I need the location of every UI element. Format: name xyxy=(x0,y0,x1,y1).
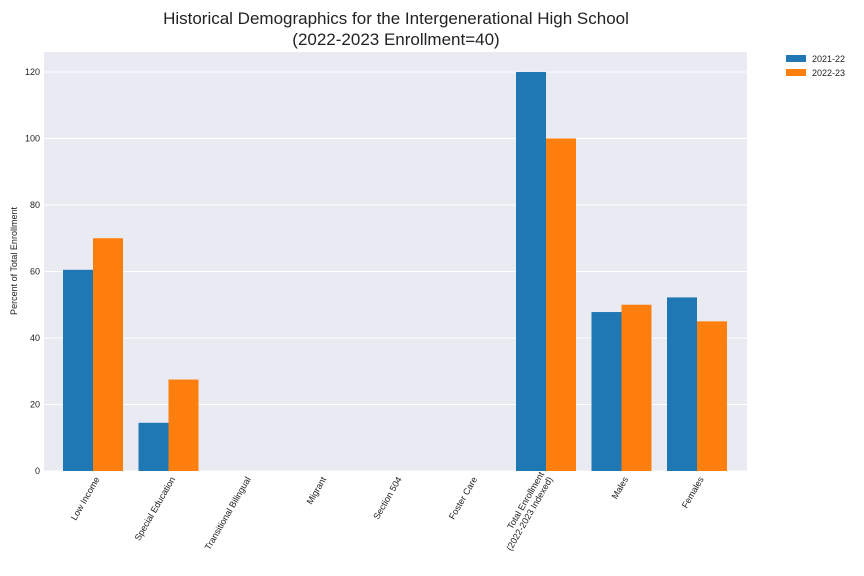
x-tick-label: Section 504 xyxy=(371,475,403,521)
y-tick-label: 60 xyxy=(30,266,40,276)
x-tick-label: Transitional Bilingual xyxy=(203,475,253,552)
x-tick-label: Migrant xyxy=(305,475,329,506)
x-axis-ticks: Low Income Special Education Transitional … xyxy=(69,470,706,553)
chart-title: Historical Demographics for the Intergen… xyxy=(163,9,629,28)
bar-2021-22-0 xyxy=(63,269,93,471)
legend-swatch xyxy=(786,69,806,76)
x-tick-label: Females xyxy=(680,475,706,510)
x-tick-label: Total Enrollment(2022-2023 Indexed) xyxy=(496,470,555,553)
bar-2022-23-7 xyxy=(621,304,652,471)
y-tick-label: 80 xyxy=(30,200,40,210)
y-tick-label: 20 xyxy=(30,399,40,409)
bars xyxy=(63,71,727,471)
y-tick-label: 40 xyxy=(30,333,40,343)
bar-2021-22-7 xyxy=(591,312,622,471)
legend-swatch xyxy=(786,55,806,62)
bar-2021-22-1 xyxy=(138,422,169,471)
x-tick-label: Foster Care xyxy=(447,475,479,521)
bar-2021-22-6 xyxy=(516,71,546,471)
bar-2021-22-8 xyxy=(667,297,697,471)
bar-2022-23-1 xyxy=(168,379,199,471)
y-axis-ticks: 0 20 40 60 80 100 120 xyxy=(25,67,40,476)
x-tick-label: Low Income xyxy=(69,475,102,522)
legend-label: 2022-23 xyxy=(812,68,845,78)
y-tick-label: 120 xyxy=(25,67,40,77)
bar-2022-23-8 xyxy=(697,321,727,471)
bar-2022-23-0 xyxy=(93,238,123,471)
chart-subtitle: (2022-2023 Enrollment=40) xyxy=(292,30,499,49)
bar-2022-23-6 xyxy=(546,138,576,471)
legend: 2021-22 2022-23 xyxy=(786,54,845,78)
x-tick-label: Males xyxy=(610,475,631,501)
y-tick-label: 100 xyxy=(25,133,40,143)
y-tick-label: 0 xyxy=(35,466,40,476)
y-axis-label: Percent of Total Enrollment xyxy=(9,207,19,315)
legend-label: 2021-22 xyxy=(812,54,845,64)
x-tick-label: Special Education xyxy=(133,475,178,542)
